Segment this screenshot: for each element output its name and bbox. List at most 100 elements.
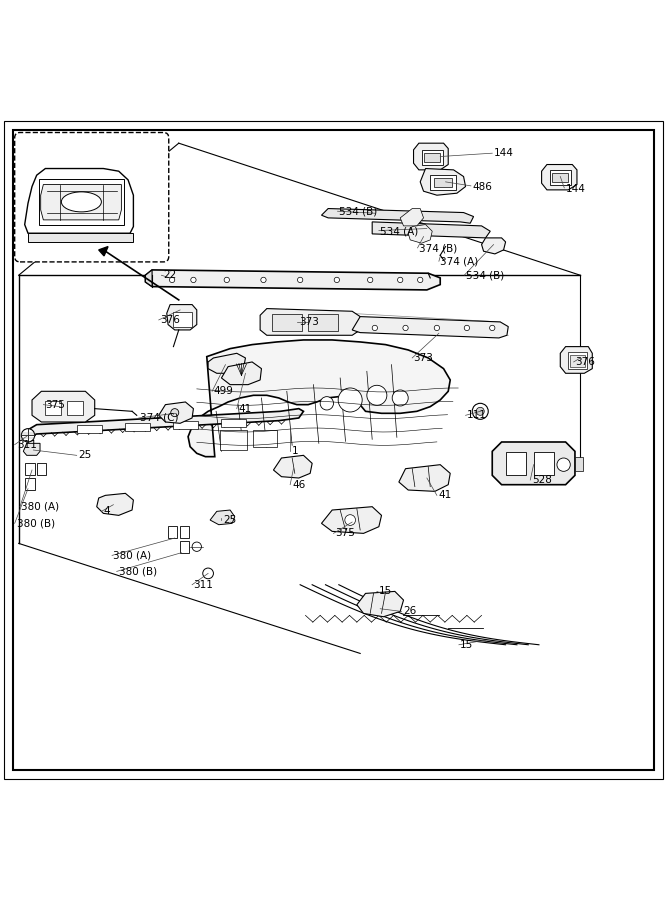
Polygon shape — [167, 304, 197, 330]
Text: 499: 499 — [213, 386, 233, 396]
Bar — [550, 170, 571, 184]
Circle shape — [464, 325, 470, 330]
Polygon shape — [25, 168, 133, 233]
Text: 380 (A): 380 (A) — [113, 551, 151, 561]
Text: 374 (C): 374 (C) — [140, 413, 179, 423]
Bar — [173, 312, 192, 327]
Polygon shape — [321, 507, 382, 534]
Circle shape — [169, 277, 175, 283]
Text: 25: 25 — [223, 515, 237, 525]
FancyBboxPatch shape — [15, 132, 169, 262]
Text: 15: 15 — [379, 587, 392, 597]
Bar — [168, 526, 177, 538]
Polygon shape — [28, 233, 133, 242]
Bar — [37, 464, 46, 475]
Polygon shape — [414, 143, 448, 170]
Polygon shape — [492, 442, 575, 485]
Circle shape — [334, 277, 340, 283]
Text: 375: 375 — [335, 528, 355, 538]
Polygon shape — [260, 309, 360, 336]
Bar — [125, 423, 150, 431]
Text: 376: 376 — [160, 315, 180, 325]
Polygon shape — [99, 247, 108, 256]
Bar — [39, 179, 124, 225]
Circle shape — [392, 390, 408, 406]
Text: 144: 144 — [566, 184, 586, 194]
Circle shape — [418, 277, 423, 283]
Polygon shape — [400, 209, 424, 226]
Bar — [25, 464, 35, 475]
Polygon shape — [357, 591, 404, 617]
Text: 311: 311 — [17, 440, 37, 450]
Text: 4: 4 — [103, 507, 110, 517]
Polygon shape — [97, 493, 133, 516]
Polygon shape — [372, 222, 490, 238]
Circle shape — [368, 277, 373, 283]
Bar — [308, 314, 338, 331]
Polygon shape — [23, 444, 40, 455]
Circle shape — [261, 277, 266, 283]
Polygon shape — [32, 392, 95, 422]
Text: 375: 375 — [45, 400, 65, 410]
Polygon shape — [41, 184, 121, 220]
Circle shape — [367, 385, 387, 405]
Text: 528: 528 — [532, 475, 552, 485]
Circle shape — [338, 388, 362, 412]
Bar — [570, 355, 585, 366]
Bar — [424, 152, 440, 162]
Text: 144: 144 — [494, 148, 514, 158]
Text: 111: 111 — [467, 410, 487, 420]
Bar — [180, 541, 189, 553]
Polygon shape — [273, 455, 312, 478]
Bar — [25, 478, 35, 490]
Bar — [253, 430, 277, 446]
Circle shape — [191, 277, 196, 283]
Circle shape — [372, 325, 378, 330]
Bar — [220, 430, 247, 450]
Polygon shape — [482, 238, 506, 254]
Text: 26: 26 — [404, 607, 417, 616]
Polygon shape — [210, 510, 235, 525]
Text: 486: 486 — [472, 182, 492, 192]
Polygon shape — [25, 409, 303, 438]
Text: 1: 1 — [292, 446, 299, 456]
Circle shape — [21, 428, 35, 442]
Bar — [67, 400, 83, 415]
Text: 534 (B): 534 (B) — [339, 206, 377, 216]
Polygon shape — [560, 346, 592, 374]
Bar — [45, 400, 61, 415]
Text: 41: 41 — [239, 403, 252, 414]
Bar — [77, 425, 102, 433]
Text: 374 (B): 374 (B) — [419, 244, 457, 254]
Circle shape — [171, 409, 179, 417]
Text: 376: 376 — [575, 357, 595, 367]
Text: 22: 22 — [163, 270, 177, 280]
Bar — [173, 420, 198, 428]
Bar — [422, 149, 443, 165]
Text: 380 (A): 380 (A) — [21, 501, 59, 512]
Text: 380 (B): 380 (B) — [119, 566, 157, 576]
Text: 46: 46 — [292, 480, 305, 490]
Polygon shape — [145, 270, 440, 290]
Bar — [575, 456, 583, 472]
Text: 41: 41 — [439, 491, 452, 500]
Polygon shape — [352, 317, 508, 338]
Bar — [221, 418, 246, 427]
Circle shape — [490, 325, 495, 330]
Polygon shape — [188, 340, 450, 456]
Polygon shape — [420, 168, 466, 195]
Bar — [430, 176, 456, 190]
Circle shape — [203, 568, 213, 579]
Ellipse shape — [61, 192, 101, 211]
Polygon shape — [145, 270, 152, 286]
Polygon shape — [321, 209, 474, 223]
Polygon shape — [221, 362, 261, 384]
Bar — [534, 452, 554, 475]
Circle shape — [398, 277, 403, 283]
Text: 373: 373 — [299, 317, 319, 327]
Text: 380 (B): 380 (B) — [17, 518, 55, 528]
Circle shape — [297, 277, 303, 283]
Bar — [272, 314, 302, 331]
Text: 311: 311 — [193, 580, 213, 590]
Polygon shape — [408, 225, 432, 243]
